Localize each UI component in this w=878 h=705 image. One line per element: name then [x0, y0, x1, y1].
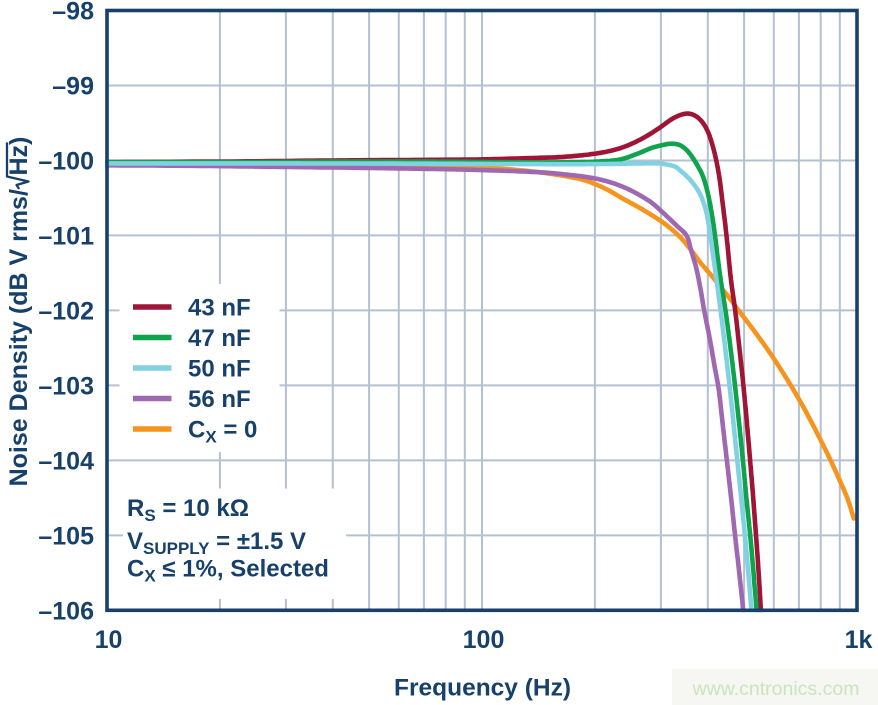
svg-text:–106: –106	[38, 597, 94, 625]
svg-text:56 nF: 56 nF	[188, 386, 251, 413]
svg-text:–105: –105	[38, 522, 94, 550]
svg-text:10: 10	[95, 626, 123, 654]
svg-text:VSUPPLY = ±1.5 V: VSUPPLY = ±1.5 V	[127, 528, 306, 558]
svg-text:1k: 1k	[845, 626, 873, 654]
svg-text:Noise Density (dB V rms/Hz): Noise Density (dB V rms/Hz)	[5, 137, 33, 487]
svg-text:CX ≤ 1%, Selected: CX ≤ 1%, Selected	[127, 556, 329, 586]
svg-text:–99: –99	[52, 73, 94, 101]
svg-text:43 nF: 43 nF	[188, 295, 251, 322]
svg-text:–101: –101	[38, 223, 94, 251]
svg-text:–100: –100	[38, 148, 94, 176]
svg-text:–98: –98	[52, 0, 94, 26]
svg-text:50 nF: 50 nF	[188, 356, 251, 383]
svg-text:–103: –103	[38, 373, 94, 401]
svg-text:47 nF: 47 nF	[188, 325, 251, 352]
svg-text:CX = 0: CX = 0	[188, 417, 257, 447]
svg-text:–104: –104	[38, 447, 94, 475]
svg-text:www.cntronics.com: www.cntronics.com	[692, 678, 860, 700]
svg-text:Frequency (Hz): Frequency (Hz)	[394, 675, 571, 702]
svg-text:RS = 10 kΩ: RS = 10 kΩ	[127, 495, 249, 525]
svg-text:100: 100	[463, 626, 505, 654]
svg-text:–102: –102	[38, 298, 94, 326]
